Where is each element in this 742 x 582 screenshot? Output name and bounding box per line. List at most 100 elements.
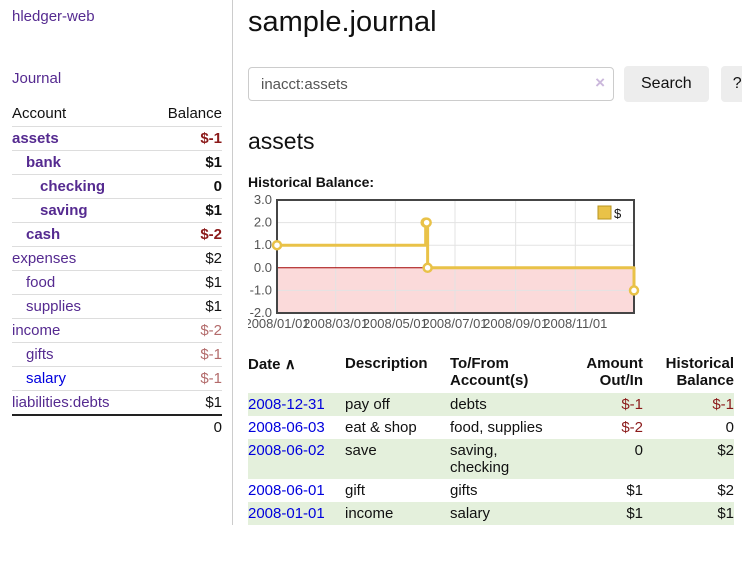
account-link[interactable]: expenses — [12, 250, 77, 267]
register-row: 2008-06-03 eat & shop food, supplies $-2… — [248, 416, 734, 439]
accounts-table-body: assets $-1 bank $1 checking 0 saving $1 … — [12, 127, 222, 415]
account-balance: $-1 — [146, 342, 222, 367]
register-amount: $1 — [626, 505, 643, 522]
register-date-link[interactable]: 2008-06-03 — [248, 419, 325, 436]
account-row: bank $1 — [12, 150, 222, 175]
svg-text:-1.0: -1.0 — [250, 282, 272, 297]
account-link[interactable]: checking — [40, 178, 106, 195]
chart-title: Historical Balance: — [248, 174, 375, 190]
account-link[interactable]: cash — [26, 226, 61, 243]
register-balance: $2 — [717, 482, 734, 499]
account-link[interactable]: saving — [40, 202, 88, 219]
register-balance: $2 — [717, 442, 734, 459]
register-amount: $-1 — [621, 396, 643, 413]
register-row: 2008-01-01 income salary $1 $1 — [248, 502, 734, 525]
main-content: sample.journal × Search ? assets Histori… — [233, 0, 742, 525]
search-input[interactable] — [248, 67, 614, 101]
account-row: expenses $2 — [12, 246, 222, 271]
account-balance: $1 — [146, 198, 222, 223]
svg-text:$: $ — [614, 206, 622, 221]
register-date-link[interactable]: 2008-06-01 — [248, 482, 325, 499]
svg-text:2008/07/01: 2008/07/01 — [422, 316, 487, 331]
svg-text:2008/01/01: 2008/01/01 — [248, 316, 310, 331]
register-header-accounts: To/From Account(s) — [450, 355, 529, 389]
clear-search-icon[interactable]: × — [595, 73, 605, 92]
account-row: cash $-2 — [12, 222, 222, 247]
app-title-link[interactable]: hledger-web — [12, 8, 95, 25]
svg-text:2008/05/01: 2008/05/01 — [363, 316, 428, 331]
register-header-amount: Amount Out/In — [586, 355, 643, 389]
account-balance: 0 — [146, 174, 222, 199]
svg-text:0.0: 0.0 — [254, 260, 272, 275]
account-link[interactable]: bank — [26, 154, 62, 171]
register-header-description: Description — [345, 355, 428, 372]
register-description: pay off — [345, 396, 390, 413]
svg-text:2008/11/01: 2008/11/01 — [543, 316, 607, 331]
account-row: liabilities:debts $1 — [12, 390, 222, 415]
register-row: 2008-06-01 gift gifts $1 $2 — [248, 479, 734, 502]
account-link[interactable]: liabilities:debts — [12, 394, 110, 411]
account-balance: $1 — [146, 150, 222, 175]
account-row: salary $-1 — [12, 366, 222, 391]
accounts-header-balance: Balance — [146, 102, 222, 127]
account-row: income $-2 — [12, 318, 222, 343]
account-link[interactable]: gifts — [26, 346, 54, 363]
register-date-link[interactable]: 2008-01-01 — [248, 505, 325, 522]
accounts-total-row: 0 — [12, 414, 222, 439]
account-balance: $-1 — [200, 130, 222, 147]
sidebar: hledger-web Journal Account Balance asse… — [0, 0, 233, 525]
register-accounts: salary — [450, 505, 491, 522]
register-date-link[interactable]: 2008-12-31 — [248, 396, 325, 413]
account-link[interactable]: food — [26, 274, 56, 291]
register-accounts: gifts — [450, 482, 478, 499]
svg-text:-2.0: -2.0 — [250, 305, 272, 320]
account-link[interactable]: income — [12, 322, 61, 339]
account-link[interactable]: assets — [12, 130, 59, 147]
register-accounts: saving, checking — [450, 442, 510, 476]
register-description: income — [345, 505, 394, 522]
svg-text:1.0: 1.0 — [254, 237, 272, 252]
account-heading: assets — [248, 128, 315, 154]
account-balance: $-2 — [146, 318, 222, 343]
accounts-total-balance: 0 — [146, 414, 222, 439]
account-balance: $1 — [146, 294, 222, 319]
register-header-date[interactable]: Date ∧ — [248, 356, 296, 373]
account-row: supplies $1 — [12, 294, 222, 319]
register-row: 2008-06-02 save saving, checking 0 $2 — [248, 439, 734, 479]
register-balance: $-1 — [712, 396, 734, 413]
register-date-link[interactable]: 2008-06-02 — [248, 442, 325, 459]
register-description: eat & shop — [345, 419, 417, 436]
account-row: gifts $-1 — [12, 342, 222, 367]
account-balance: $1 — [146, 270, 222, 295]
account-row: checking 0 — [12, 174, 222, 199]
account-balance: $-2 — [146, 222, 222, 247]
page: hledger-web Journal Account Balance asse… — [0, 0, 742, 525]
register-table: Date ∧ Description To/From Account(s) Am… — [248, 353, 734, 525]
register-accounts: debts — [450, 396, 487, 413]
accounts-table: Account Balance assets $-1 bank $1 check… — [12, 102, 222, 439]
account-balance: $-1 — [146, 366, 222, 391]
svg-text:2008/03/01: 2008/03/01 — [303, 316, 368, 331]
register-header-balance: Historical Balance — [665, 355, 734, 389]
account-link[interactable]: supplies — [26, 298, 82, 315]
svg-text:2008/09/01: 2008/09/01 — [483, 316, 548, 331]
register-accounts: food, supplies — [450, 419, 543, 436]
register-header-row: Date ∧ Description To/From Account(s) Am… — [248, 353, 734, 393]
help-button[interactable]: ? — [720, 66, 742, 102]
account-row: saving $1 — [12, 198, 222, 223]
register-row: 2008-12-31 pay off debts $-1 $-1 — [248, 393, 734, 416]
historical-balance-chart: $3.0 2.0 1.0 0.0 -1.0 -2.02008/01/012008/03/0… — [244, 192, 640, 331]
register-amount: $1 — [626, 482, 643, 499]
register-table-body: 2008-12-31 pay off debts $-1 $-1 2008-06… — [248, 393, 734, 525]
search-button[interactable]: Search — [624, 66, 709, 102]
account-row: food $1 — [12, 270, 222, 295]
sidebar-item-journal[interactable]: Journal — [12, 70, 62, 87]
search-box: × — [248, 67, 614, 101]
register-balance: $1 — [717, 505, 734, 522]
register-description: gift — [345, 482, 366, 499]
page-title: sample.journal — [248, 6, 437, 38]
svg-text:2.0: 2.0 — [254, 215, 272, 230]
account-balance: $2 — [146, 246, 222, 271]
account-row: assets $-1 — [12, 127, 222, 151]
account-link[interactable]: salary — [26, 370, 67, 387]
